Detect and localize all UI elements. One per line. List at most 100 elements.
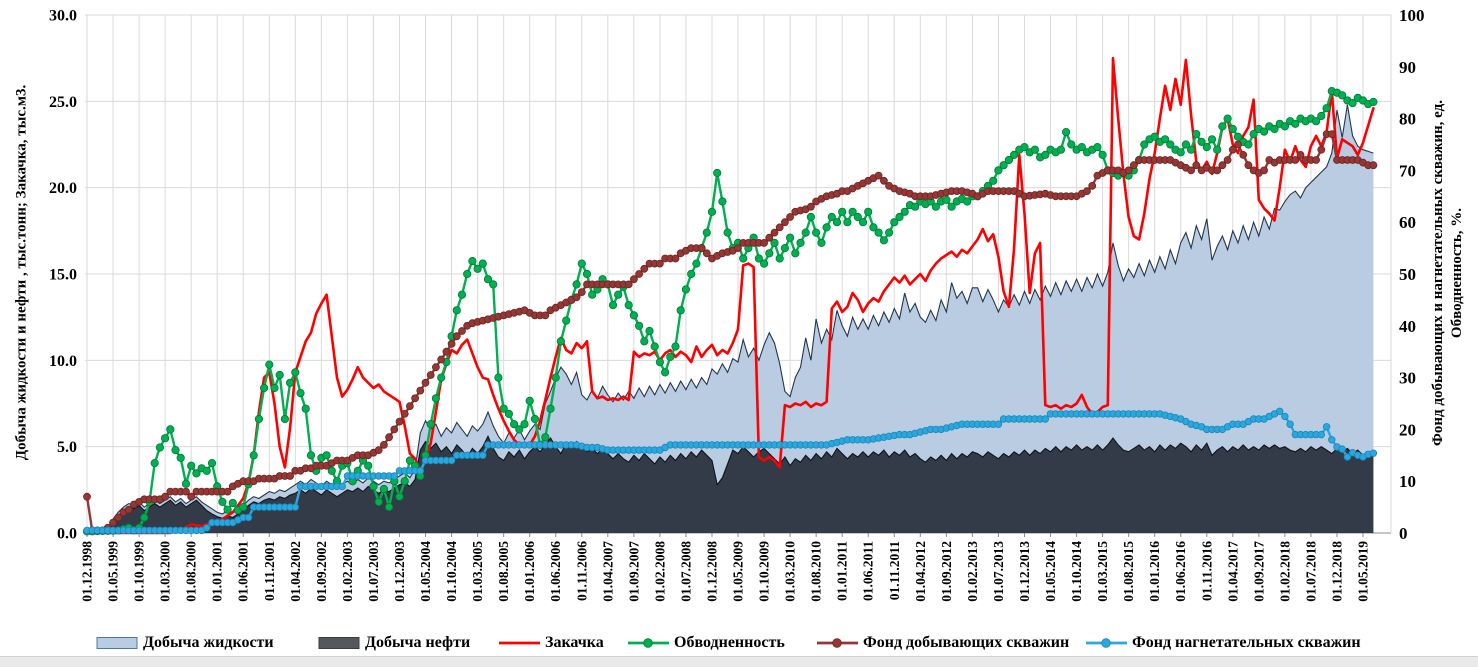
x-axis-tick-label: 01.11.2006 <box>574 541 589 601</box>
data-marker <box>1140 140 1149 149</box>
data-marker <box>379 484 388 494</box>
data-marker <box>635 270 643 278</box>
data-marker <box>150 458 159 468</box>
data-marker <box>374 446 383 455</box>
x-axis-tick-label: 01.10.2009 <box>757 541 772 602</box>
data-marker <box>692 259 701 268</box>
data-marker <box>479 451 487 459</box>
data-marker <box>874 171 883 180</box>
right-axis-tick-label: 70 <box>1399 161 1416 180</box>
right-axis-tick-label: 30 <box>1399 369 1416 388</box>
data-marker <box>811 228 821 237</box>
x-axis-tick-label: 01.01.2011 <box>835 541 850 601</box>
x-axis-tick-label: 01.11.2001 <box>262 541 277 601</box>
data-marker <box>452 332 461 341</box>
x-axis-tick-label: 01.01.2016 <box>1147 541 1162 602</box>
data-marker <box>1260 127 1269 136</box>
data-marker <box>697 244 706 253</box>
data-marker <box>192 469 201 478</box>
data-marker <box>1004 155 1014 165</box>
data-marker <box>1291 156 1300 164</box>
x-axis-tick-label: 01.02.2003 <box>340 541 355 602</box>
x-axis-tick-label: 01.07.2008 <box>678 541 693 602</box>
data-marker <box>843 218 852 227</box>
data-marker <box>1062 128 1071 137</box>
data-marker <box>244 513 253 522</box>
data-marker <box>1281 412 1289 421</box>
data-marker <box>1187 166 1195 175</box>
data-marker <box>1312 156 1320 164</box>
data-marker <box>254 414 263 424</box>
data-marker <box>259 383 269 393</box>
data-marker <box>1286 420 1294 428</box>
window-bottom-bar <box>0 656 1478 667</box>
data-marker <box>296 388 305 398</box>
legend-label-4: Фонд добывающих скважин <box>863 634 1070 651</box>
data-marker <box>228 498 237 508</box>
data-marker <box>395 417 404 426</box>
data-marker <box>218 497 227 506</box>
data-marker <box>509 420 519 429</box>
data-marker <box>713 168 722 178</box>
data-marker <box>681 285 691 294</box>
x-axis-tick-label: 01.09.2017 <box>1251 541 1266 602</box>
data-marker <box>489 280 498 289</box>
area-edge-0 <box>86 104 1374 533</box>
data-marker <box>1030 145 1040 154</box>
data-marker <box>656 259 664 268</box>
x-axis-tick-label: 01.05.1999 <box>106 541 121 602</box>
legend-swatch-4 <box>817 638 858 648</box>
data-marker <box>629 311 639 320</box>
data-marker <box>249 451 258 460</box>
legend-label-0: Добыча жидкости <box>143 634 274 651</box>
data-marker <box>942 195 951 204</box>
data-marker <box>838 207 847 216</box>
data-marker <box>431 363 440 372</box>
x-axis-tick-label: 01.04.2002 <box>288 541 303 602</box>
left-axis-tick-label: 15.0 <box>49 267 77 284</box>
data-marker <box>306 451 316 460</box>
data-marker <box>660 368 670 377</box>
data-marker <box>182 487 190 496</box>
legend-label-5: Фонд нагнетательных скважин <box>1132 634 1361 651</box>
data-marker <box>1328 436 1336 444</box>
x-axis-tick-label: 01.07.2013 <box>991 541 1006 602</box>
left-axis-tick-label: 5.0 <box>57 439 77 456</box>
data-marker <box>275 370 284 380</box>
data-marker <box>1187 145 1196 154</box>
data-marker <box>1338 445 1346 453</box>
data-marker <box>1161 135 1170 144</box>
data-marker <box>630 275 638 284</box>
data-marker <box>181 479 191 488</box>
x-axis-tick-label: 01.01.2001 <box>210 541 225 602</box>
data-marker <box>879 236 889 245</box>
data-marker <box>640 264 649 273</box>
data-marker <box>1369 97 1378 107</box>
data-marker <box>1343 453 1352 461</box>
data-marker <box>582 269 592 279</box>
data-marker <box>770 238 779 247</box>
data-marker <box>1234 140 1242 149</box>
data-marker <box>562 316 571 325</box>
data-marker <box>270 383 279 393</box>
data-marker <box>1181 140 1191 149</box>
data-marker <box>1348 99 1357 108</box>
series-line-2 <box>85 56 1375 535</box>
data-marker <box>1192 161 1201 170</box>
left-axis-tick-label: 20.0 <box>49 180 77 197</box>
x-axis-tick-label: 01.02.2008 <box>652 541 667 602</box>
legend-item-4: Фонд добывающих скважин <box>816 632 1069 654</box>
data-marker <box>1202 143 1211 152</box>
data-marker <box>890 218 899 227</box>
x-axis-tick-label: 01.05.2019 <box>1356 541 1371 602</box>
data-marker <box>140 513 149 522</box>
data-marker <box>285 378 295 387</box>
data-marker <box>395 492 404 501</box>
data-marker <box>499 404 508 413</box>
data-marker <box>577 259 586 268</box>
series-markers-5 <box>83 407 1378 535</box>
data-marker <box>400 477 409 486</box>
legend-item-3: Обводненность <box>627 632 785 654</box>
x-axis-tick-label: 01.12.2018 <box>1329 541 1344 602</box>
